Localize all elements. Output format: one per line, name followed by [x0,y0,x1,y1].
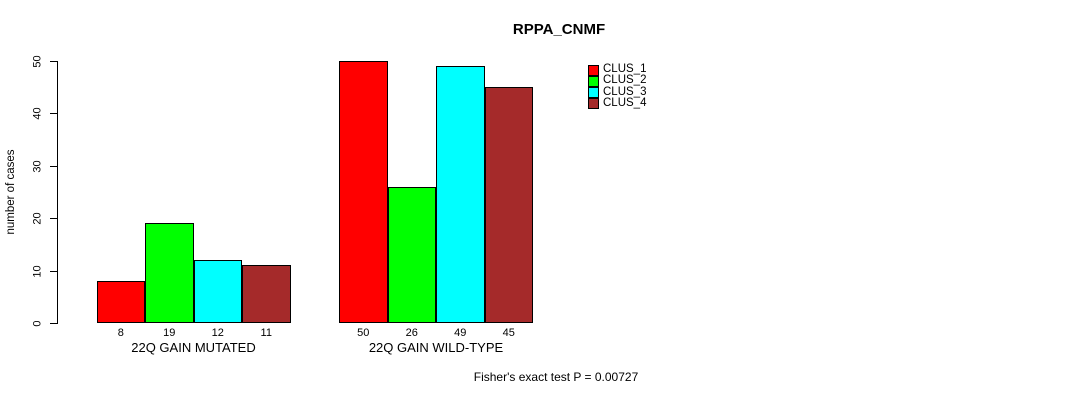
bar-clus_4 [484,87,533,323]
bar-value-label: 19 [163,327,176,339]
bar-clus_2 [387,186,436,323]
y-axis-tick-label: 30 [31,159,44,173]
bar-value-label: 26 [405,327,418,339]
y-axis-tick-label: 0 [31,319,44,327]
y-axis-label: number of cases [5,149,17,235]
y-axis-tick [50,271,57,272]
group-label: 22Q GAIN WILD-TYPE [368,340,504,355]
legend-label: CLUS_1 [603,63,647,75]
chart-title: RPPA_CNMF [512,21,606,38]
y-axis-tick [50,323,57,324]
y-axis-tick-label: 50 [31,54,44,68]
legend-label: CLUS_3 [603,85,647,98]
legend-swatch-clus_3 [587,87,599,99]
y-axis-tick [50,61,57,62]
y-axis-tick-label: 40 [31,106,44,120]
y-axis-line [57,61,58,324]
bar-clus_3 [436,66,485,323]
bar-clus_2 [145,223,194,323]
y-axis-tick-label: 10 [31,264,44,278]
legend-swatch-clus_1 [587,64,599,76]
bar-value-label: 49 [454,327,467,339]
y-axis-tick [50,166,57,167]
legend-label: CLUS_2 [603,74,647,87]
bar-value-label: 11 [260,327,272,339]
y-axis-tick [50,113,57,114]
y-axis-tick [50,218,57,219]
legend-swatch-clus_4 [587,98,599,110]
legend-label: CLUS_4 [603,96,647,109]
bar-value-label: 8 [117,327,124,339]
bar-clus_1 [96,281,145,323]
bar-clus_3 [193,260,242,323]
group-label: 22Q GAIN MUTATED [131,340,256,355]
legend-swatch-clus_2 [587,75,599,87]
footer-stat-text: Fisher's exact test P = 0.00727 [473,370,639,384]
bar-clus_1 [339,61,388,323]
y-axis-tick-label: 20 [31,211,44,225]
bar-value-label: 45 [502,327,515,339]
bar-clus_4 [242,265,291,323]
bar-value-label: 12 [211,327,224,339]
bar-value-label: 50 [357,327,370,339]
